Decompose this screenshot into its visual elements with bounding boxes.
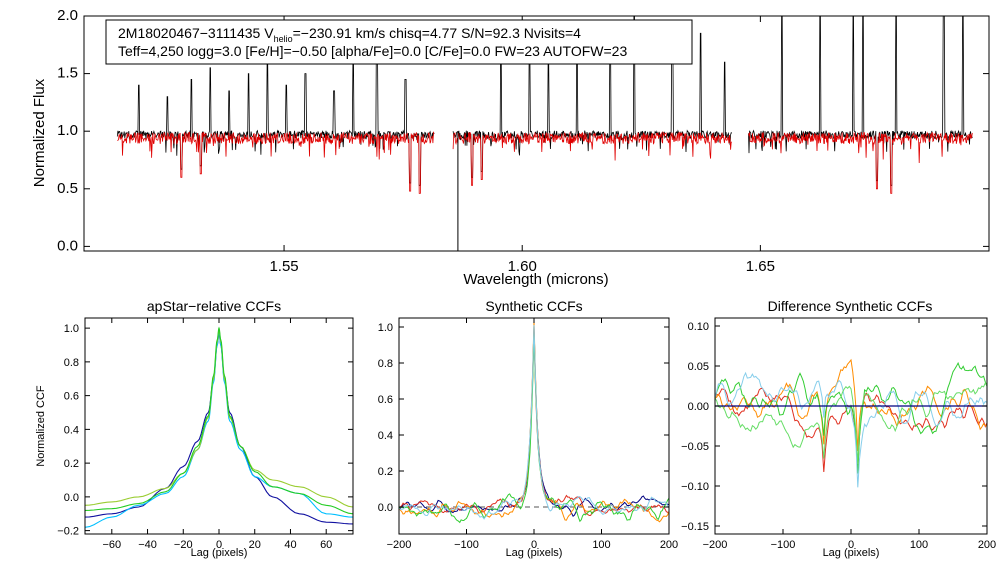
synthetic-ccf-plot-area <box>399 320 669 524</box>
apstar-ccf-ytick-label: 1.0 <box>64 323 79 335</box>
apstar-ccf-ytick-label: 0.4 <box>64 424 79 436</box>
apstar-ccf-xlabel: Lag (pixels) <box>191 547 248 559</box>
apstar-ccf-xtick-label: −40 <box>138 539 157 551</box>
difference-ccf-ytick-label: −0.15 <box>681 521 709 533</box>
apstar-ccf-axes-frame <box>84 317 354 535</box>
spectrum-ytick-label: 0.5 <box>57 180 78 197</box>
difference-ccf-visit-3 <box>715 361 987 474</box>
synthetic-ccf-panel: Synthetic CCFs −200 −100 0 100 200 0.0 0.2 0.4 0… <box>378 298 678 559</box>
spectrum-ytick-label: 0.0 <box>57 237 78 254</box>
apstar-ccf-ytick-label: 0.0 <box>64 492 79 504</box>
difference-ccf-ytick-label: 0.00 <box>688 401 709 413</box>
info-vhelio-subscript: helio <box>274 34 293 44</box>
synthetic-ccf-ytick-label: 0.8 <box>378 358 393 370</box>
difference-ccf-xtick-label: −100 <box>771 539 796 551</box>
apstar-ccf-visit-3 <box>85 328 353 508</box>
info-stats: =−230.91 km/s chisq=4.77 S/N=92.3 Nvisit… <box>293 25 582 41</box>
spectrum-ytick-label: 1.5 <box>57 65 78 82</box>
difference-ccf-visit-5 <box>715 381 987 464</box>
spectrum-model-segment-1 <box>117 131 435 194</box>
apstar-ccf-ytick-label: 0.8 <box>64 357 79 369</box>
spectrum-ytick-label: 1.0 <box>57 122 78 139</box>
spectrum-observed-segment-3 <box>748 16 973 186</box>
difference-ccf-title: Difference Synthetic CCFs <box>768 298 933 314</box>
synthetic-ccf-ticks: −200 −100 0 100 200 0.0 0.2 0.4 0.6 0.8 1.0 <box>378 318 678 551</box>
synthetic-ccf-xlabel: Lag (pixels) <box>506 547 563 559</box>
apstar-ccf-ylabel: Normalized CCF <box>35 385 47 467</box>
synthetic-ccf-visit-1 <box>399 330 669 517</box>
apstar-ccf-xtick-label: −20 <box>174 539 193 551</box>
spectrum-ylabel: Normalized Flux <box>31 78 48 187</box>
spectrum-xtick-label: 1.55 <box>269 258 298 275</box>
spectrum-plot-area <box>116 16 973 251</box>
spectrum-info-box <box>105 19 693 65</box>
apstar-ccf-xtick-label: −60 <box>102 539 121 551</box>
spectrum-axes-frame <box>83 15 990 252</box>
difference-ccf-plot-area <box>715 358 987 488</box>
difference-ccf-xtick-label: 100 <box>910 539 928 551</box>
synthetic-ccf-combined <box>399 324 669 517</box>
difference-ccf-ticks: −200 −100 0 100 200 −0.15 −0.10 −0.05 0.00 0.05 0.… <box>681 318 996 551</box>
spectrum-panel: 1.55 1.60 1.65 0.0 0.5 1.0 1.5 2.0 Wavelength (… <box>31 7 990 288</box>
spectrum-info-line2: Teff=4,250 logg=3.0 [Fe/H]=−0.50 [alpha/… <box>118 43 627 59</box>
info-star-id: 2M18020467−3111435 V <box>118 25 274 41</box>
synthetic-ccf-visit-4 <box>399 325 669 520</box>
spectrum-ytick-label: 2.0 <box>57 7 78 24</box>
difference-ccf-xtick-label: −200 <box>703 539 728 551</box>
apstar-ccf-visit-1 <box>85 331 353 525</box>
difference-ccf-xlabel: Lag (pixels) <box>823 547 880 559</box>
difference-ccf-ytick-label: −0.05 <box>681 441 709 453</box>
synthetic-ccf-ytick-label: 0.2 <box>378 466 393 478</box>
difference-ccf-xtick-label: 0 <box>848 539 854 551</box>
synthetic-ccf-xtick-label: 100 <box>592 539 610 551</box>
difference-ccf-visit-1 <box>715 387 987 473</box>
difference-ccf-ytick-label: −0.10 <box>681 481 709 493</box>
spectrum-xlabel: Wavelength (microns) <box>463 271 608 288</box>
difference-ccf-panel: Difference Synthetic CCFs −200 −100 0 100 20… <box>681 298 996 559</box>
apstar-ccf-xtick-label: 60 <box>320 539 332 551</box>
synthetic-ccf-xtick-label: 0 <box>531 539 537 551</box>
spectrum-model-segment-3 <box>748 131 973 194</box>
synthetic-ccf-ytick-label: 0.4 <box>378 430 393 442</box>
apstar-ccf-plot-area <box>85 326 353 528</box>
synthetic-ccf-xtick-label: −200 <box>387 539 412 551</box>
spectrum-xtick-label: 1.65 <box>746 258 775 275</box>
apstar-ccf-visit-2 <box>85 329 353 528</box>
apstar-ccf-ytick-label: −0.2 <box>57 526 79 538</box>
apstar-ccf-xtick-label: 40 <box>284 539 296 551</box>
difference-ccf-axes-frame <box>714 317 988 535</box>
difference-ccf-ytick-label: 0.10 <box>688 321 709 333</box>
synthetic-ccf-visit-3 <box>399 332 669 524</box>
apstar-ccf-ytick-label: 0.2 <box>64 458 79 470</box>
apstar-ccf-panel: apStar−relative CCFs −60 −40 −20 0 20 40 60 −0.… <box>35 298 354 559</box>
apstar-ccf-ticks: −60 −40 −20 0 20 40 60 −0.2 0.0 0.2 0.4 0.6 0.8 1.0 <box>57 318 353 551</box>
spectrum-ticks: 1.55 1.60 1.65 0.0 0.5 1.0 1.5 2.0 <box>57 7 989 275</box>
difference-ccf-xtick-label: 200 <box>978 539 996 551</box>
apstar-ccf-xtick-label: 0 <box>216 539 222 551</box>
spectrum-observed-segment-1 <box>116 50 435 186</box>
apstar-ccf-title: apStar−relative CCFs <box>147 298 281 314</box>
synthetic-ccf-ytick-label: 1.0 <box>378 322 393 334</box>
spectrum-xtick-label: 1.60 <box>508 258 537 275</box>
apstar-ccf-ytick-label: 0.6 <box>64 391 79 403</box>
synthetic-ccf-ytick-label: 0.0 <box>378 502 393 514</box>
spectrum-model-segment-2 <box>452 131 733 186</box>
spectrum-info-line1: 2M18020467−3111435 Vhelio=−230.91 km/s c… <box>118 25 581 44</box>
synthetic-ccf-title: Synthetic CCFs <box>485 298 582 314</box>
synthetic-ccf-ytick-label: 0.6 <box>378 394 393 406</box>
difference-ccf-ytick-label: 0.05 <box>688 361 709 373</box>
synthetic-ccf-xtick-label: 200 <box>660 539 678 551</box>
apstar-ccf-visit-4 <box>85 326 353 515</box>
synthetic-ccf-xtick-label: −100 <box>454 539 479 551</box>
apstar-ccf-xtick-label: 20 <box>249 539 261 551</box>
difference-ccf-visit-4 <box>715 371 987 488</box>
